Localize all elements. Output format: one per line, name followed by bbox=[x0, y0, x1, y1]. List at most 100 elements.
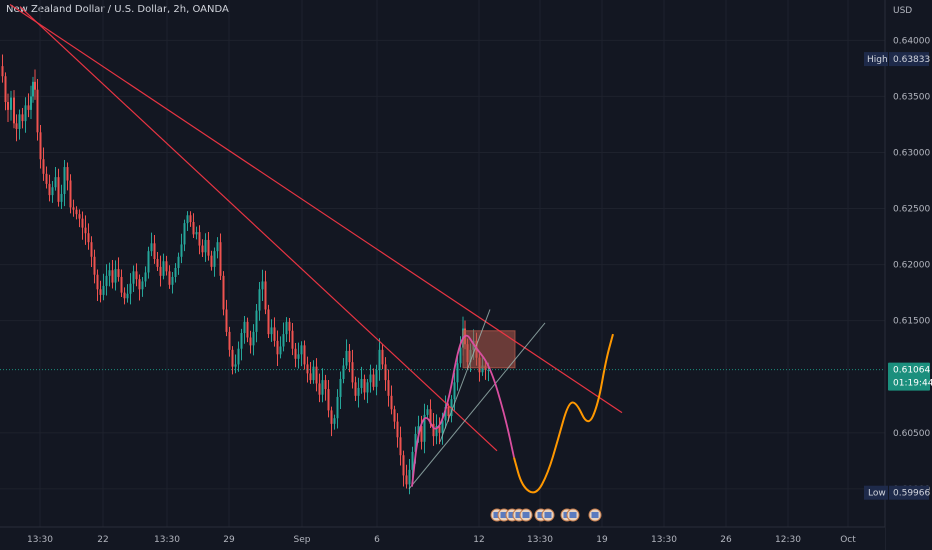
candle bbox=[243, 315, 246, 344]
candle bbox=[384, 357, 387, 391]
candle bbox=[222, 271, 225, 316]
candle bbox=[456, 355, 459, 391]
x-tick-label: 22 bbox=[97, 535, 108, 545]
high-label: High bbox=[867, 55, 888, 65]
candle bbox=[138, 274, 141, 301]
candle-body bbox=[27, 105, 30, 110]
candle-body bbox=[294, 348, 297, 359]
candle-body bbox=[261, 281, 264, 290]
candle bbox=[51, 180, 54, 203]
candle-body bbox=[177, 256, 180, 268]
candle-body bbox=[315, 366, 318, 384]
candle-body bbox=[342, 365, 345, 379]
candle-body bbox=[444, 407, 447, 421]
candle-body bbox=[93, 256, 96, 275]
candle bbox=[78, 209, 81, 228]
candle-body bbox=[405, 475, 408, 485]
candle bbox=[405, 464, 408, 489]
candle bbox=[336, 389, 339, 429]
candle bbox=[345, 339, 348, 369]
candle-body bbox=[34, 81, 36, 90]
candle bbox=[327, 379, 330, 418]
candle bbox=[39, 124, 42, 169]
candle bbox=[30, 85, 32, 120]
economic-event-icon bbox=[519, 508, 533, 522]
candle-body bbox=[189, 215, 192, 223]
event-icon-flag bbox=[493, 512, 501, 518]
candle bbox=[120, 269, 123, 298]
candle-body bbox=[267, 309, 270, 335]
price-axis-background bbox=[885, 0, 932, 550]
candle-body bbox=[243, 321, 246, 334]
candle bbox=[459, 336, 462, 368]
candle bbox=[363, 374, 366, 400]
candle bbox=[159, 255, 162, 287]
candle-body bbox=[339, 378, 342, 397]
economic-event-icon bbox=[566, 508, 580, 522]
candle bbox=[267, 304, 270, 339]
candle bbox=[390, 385, 393, 415]
candle bbox=[165, 255, 168, 276]
candle-body bbox=[249, 337, 252, 346]
candle-body bbox=[363, 378, 366, 393]
candle-body bbox=[396, 421, 399, 438]
candle bbox=[279, 336, 282, 359]
candle-body bbox=[1, 66, 4, 77]
candle bbox=[399, 426, 402, 466]
candle bbox=[378, 338, 381, 381]
candle bbox=[375, 364, 378, 396]
candle bbox=[102, 273, 105, 301]
candle-body bbox=[141, 281, 144, 290]
candle bbox=[54, 166, 57, 191]
candle bbox=[270, 319, 273, 342]
currency-label: USD bbox=[893, 6, 912, 16]
candle bbox=[351, 349, 354, 389]
candle bbox=[324, 374, 327, 401]
candle-body bbox=[426, 409, 429, 415]
candle-body bbox=[13, 97, 15, 124]
candle-body bbox=[297, 354, 300, 359]
candle-body bbox=[66, 167, 69, 181]
candle-body bbox=[57, 177, 60, 202]
candle bbox=[183, 219, 186, 252]
event-icon-flag bbox=[500, 512, 508, 518]
candle-body bbox=[441, 420, 444, 433]
candle bbox=[276, 330, 279, 367]
candle bbox=[426, 405, 429, 419]
candle bbox=[34, 69, 36, 100]
candle bbox=[72, 199, 75, 217]
candle bbox=[135, 263, 138, 287]
candle-body bbox=[309, 373, 312, 381]
candle bbox=[369, 364, 372, 393]
candle-body bbox=[237, 348, 240, 365]
candle bbox=[162, 253, 165, 280]
candle-body bbox=[228, 331, 231, 350]
candle bbox=[204, 233, 207, 262]
candle bbox=[123, 287, 126, 305]
candle bbox=[348, 343, 351, 373]
channel-line bbox=[439, 309, 491, 442]
candle-body bbox=[225, 309, 228, 332]
candle bbox=[432, 412, 435, 446]
candle bbox=[36, 79, 39, 141]
candle bbox=[273, 317, 276, 347]
candle bbox=[186, 211, 189, 232]
candle-body bbox=[45, 173, 48, 184]
candle bbox=[231, 346, 234, 375]
high-value: 0.63833 bbox=[893, 55, 930, 65]
candle-body bbox=[102, 285, 105, 295]
candle bbox=[240, 328, 243, 361]
candle bbox=[300, 341, 303, 367]
candle-body bbox=[192, 222, 195, 235]
candle bbox=[423, 403, 426, 454]
x-tick-label: 13:30 bbox=[154, 535, 180, 545]
candle bbox=[174, 263, 177, 283]
candle bbox=[27, 93, 30, 118]
candle bbox=[48, 174, 51, 202]
candle-body bbox=[303, 345, 306, 365]
candle bbox=[219, 233, 222, 281]
time-axis-background bbox=[0, 527, 885, 550]
candle-body bbox=[132, 271, 135, 284]
